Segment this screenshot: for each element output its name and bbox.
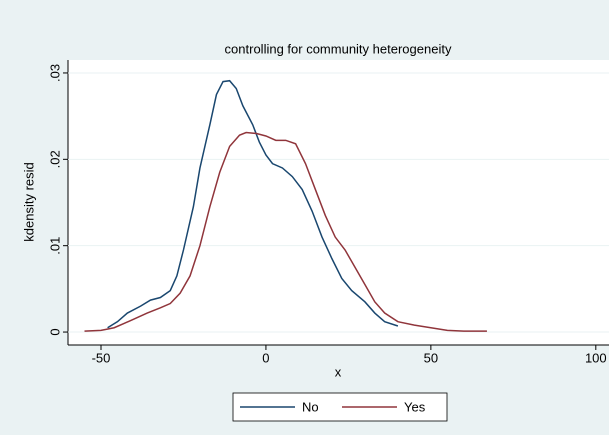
- y-axis-label: kdensity resid: [21, 162, 36, 241]
- series-line: [84, 131, 487, 332]
- x-tick-label: 100: [585, 350, 607, 365]
- plot-area: [68, 60, 609, 345]
- series-line: [107, 79, 399, 329]
- x-tick-label: 50: [424, 350, 438, 365]
- y-tick-label: 0: [47, 328, 62, 335]
- y-tick-label: .02: [47, 150, 62, 168]
- x-axis-label: x: [335, 364, 342, 379]
- x-tick-label: -50: [92, 350, 111, 365]
- chart-title: controlling for community heterogeneity: [225, 41, 452, 56]
- legend-label: Yes: [404, 399, 426, 414]
- legend-label: No: [302, 399, 319, 414]
- y-tick-label: .03: [47, 64, 62, 82]
- x-tick-label: 0: [262, 350, 269, 365]
- y-tick-label: .01: [47, 237, 62, 255]
